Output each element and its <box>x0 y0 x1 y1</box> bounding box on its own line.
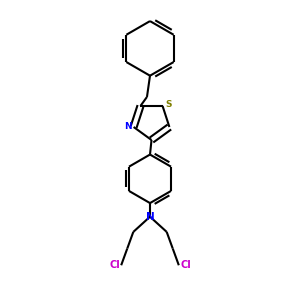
Text: S: S <box>165 100 172 109</box>
Text: Cl: Cl <box>109 260 120 270</box>
Text: N: N <box>146 212 154 222</box>
Text: N: N <box>124 122 132 131</box>
Text: Cl: Cl <box>180 260 191 270</box>
